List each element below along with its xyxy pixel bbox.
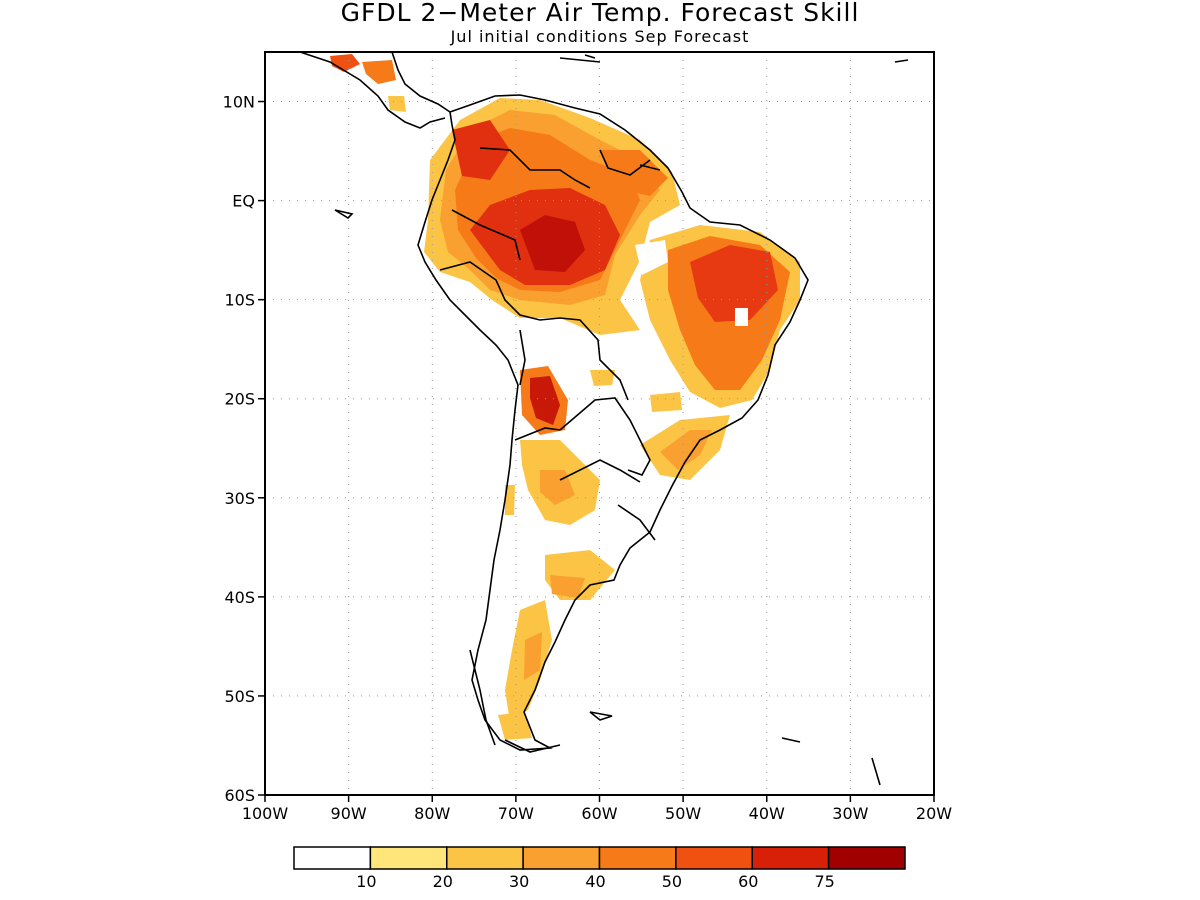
lon-tick-label: 80W bbox=[414, 804, 450, 823]
south-america-coast bbox=[417, 94, 809, 751]
lon-tick-label: 100W bbox=[242, 804, 289, 823]
legend-label: 20 bbox=[433, 872, 453, 891]
legend-swatch bbox=[369, 846, 448, 870]
lon-tick-label: 90W bbox=[331, 804, 367, 823]
skill-field-central-patch-1 bbox=[590, 370, 615, 386]
skill-field-central-america-3 bbox=[388, 96, 406, 112]
longitude-axis: 100W 90W 80W 70W 60W 50W 40W 30W 20W bbox=[242, 795, 952, 823]
falklands bbox=[589, 711, 613, 721]
south-sandwich bbox=[871, 757, 881, 786]
lat-tick-label: 20S bbox=[224, 390, 255, 409]
legend-swatch bbox=[751, 846, 830, 870]
latitude-axis: 10N EQ 10S 20S 30S 40S 50S 60S bbox=[223, 93, 265, 805]
map-title: GFDL 2−Meter Air Temp. Forecast Skill bbox=[340, 0, 860, 27]
legend-swatch bbox=[293, 846, 372, 870]
map-subtitle: Jul initial conditions Sep Forecast bbox=[450, 27, 750, 46]
skill-field-northeast-hole bbox=[735, 308, 748, 326]
skill-field-amazon-peak bbox=[520, 215, 585, 272]
legend-swatch bbox=[827, 846, 906, 870]
lat-tick-label: 10S bbox=[224, 291, 255, 310]
skill-field-northeast-core bbox=[690, 245, 778, 322]
skill-field-patagonia-orange bbox=[524, 632, 542, 680]
caribbean-islands bbox=[559, 54, 909, 63]
legend-label: 75 bbox=[814, 872, 834, 891]
lat-tick-label: EQ bbox=[232, 192, 255, 211]
lat-tick-label: 30S bbox=[224, 489, 255, 508]
south-georgia bbox=[781, 737, 801, 743]
lat-tick-label: 50S bbox=[224, 687, 255, 706]
skill-field-argentina-north-orange bbox=[540, 470, 575, 505]
color-legend: 10 20 30 40 50 60 75 bbox=[293, 846, 906, 891]
skill-field-central-patch-2 bbox=[650, 392, 682, 412]
legend-swatch bbox=[598, 846, 677, 870]
lon-tick-label: 60W bbox=[581, 804, 617, 823]
skill-field-guiana bbox=[600, 150, 668, 196]
tierra-del-fuego bbox=[504, 739, 561, 753]
lat-tick-label: 10N bbox=[223, 93, 255, 112]
skill-field-northwest bbox=[452, 120, 510, 180]
legend-swatch bbox=[522, 846, 601, 870]
skill-field-bolivia-core bbox=[530, 376, 560, 425]
legend-label: 30 bbox=[509, 872, 529, 891]
lon-tick-label: 70W bbox=[498, 804, 534, 823]
country-borders bbox=[439, 147, 661, 541]
skill-field-tierra bbox=[498, 712, 532, 740]
legend-swatch bbox=[675, 846, 753, 870]
skill-field-argentina-central-orange bbox=[550, 575, 585, 598]
coastlines-and-borders bbox=[299, 52, 909, 786]
skill-field-central-america-2 bbox=[362, 60, 396, 84]
skill-shading bbox=[330, 54, 800, 740]
chile-fjords bbox=[469, 649, 496, 746]
skill-field-southeast-orange bbox=[660, 430, 712, 470]
lat-tick-label: 60S bbox=[224, 786, 255, 805]
lon-tick-label: 20W bbox=[916, 804, 952, 823]
galapagos bbox=[334, 209, 354, 220]
skill-field-central-america bbox=[330, 54, 360, 72]
lon-tick-label: 50W bbox=[665, 804, 701, 823]
central-america-coast bbox=[299, 52, 451, 129]
lon-tick-label: 40W bbox=[749, 804, 785, 823]
skill-field-chile-north bbox=[505, 485, 515, 515]
legend-label: 60 bbox=[738, 872, 758, 891]
lon-tick-label: 30W bbox=[832, 804, 868, 823]
legend-swatch bbox=[446, 846, 524, 870]
legend-label: 10 bbox=[356, 872, 376, 891]
legend-label: 50 bbox=[662, 872, 682, 891]
lat-tick-label: 40S bbox=[224, 588, 255, 607]
legend-label: 40 bbox=[585, 872, 605, 891]
skill-field-white-gap bbox=[635, 240, 668, 275]
